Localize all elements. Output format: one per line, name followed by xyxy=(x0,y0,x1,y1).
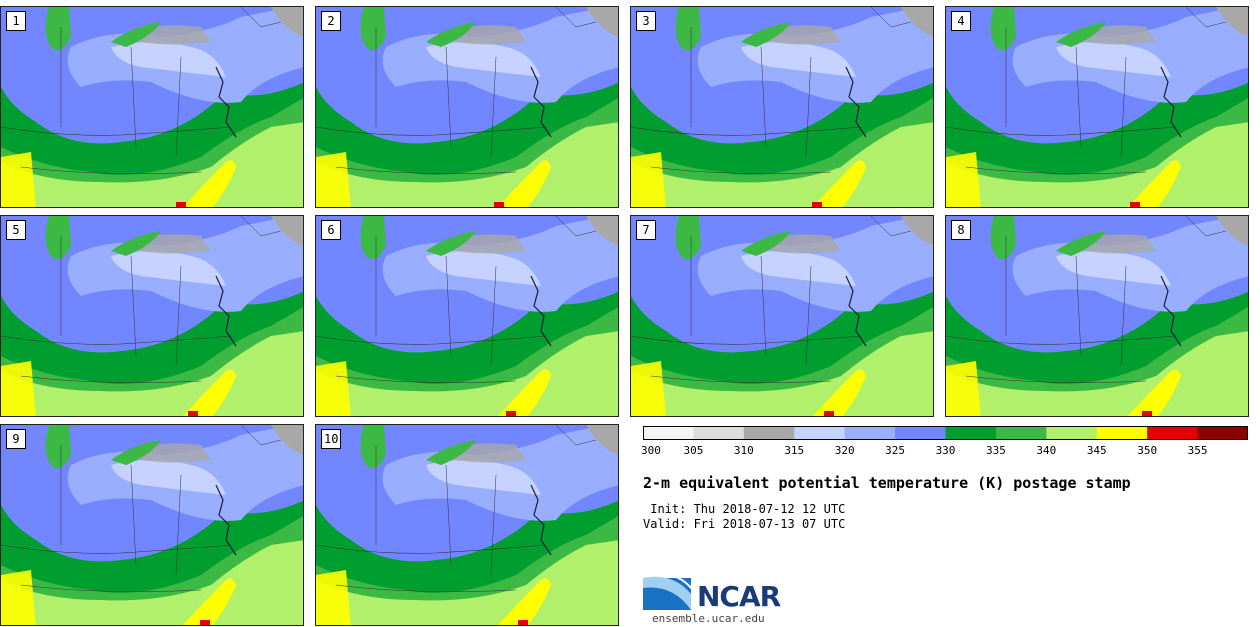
colorbar-swatch xyxy=(995,426,1047,440)
colorbar-tick-label: 330 xyxy=(935,444,956,457)
panel-number-label: 10 xyxy=(321,429,342,449)
weather-map xyxy=(946,216,1248,416)
valid-time: Valid: Fri 2018-07-13 07 UTC xyxy=(643,517,846,531)
postage-stamp-panel: 2 xyxy=(315,6,619,208)
postage-stamp-panel: 10 xyxy=(315,424,619,626)
weather-map xyxy=(631,7,933,207)
colorbar-tick-label: 325 xyxy=(885,444,906,457)
colorbar-swatch xyxy=(945,426,997,440)
colorbar-tick-labels: 300 305 310 315 320 325 330 335 340 345 350 355 xyxy=(641,444,1248,458)
postage-stamp-panel: 7 xyxy=(630,215,934,417)
colorbar-swatch xyxy=(844,426,896,440)
colorbar-swatch xyxy=(643,426,694,440)
panel-number-label: 3 xyxy=(636,11,656,31)
weather-map xyxy=(631,216,933,416)
colorbar-swatch xyxy=(794,426,846,440)
weather-map xyxy=(1,7,303,207)
colorbar-tick-label: 315 xyxy=(784,444,805,457)
colorbar-tick-label: 335 xyxy=(985,444,1006,457)
postage-stamp-panel: 4 xyxy=(945,6,1249,208)
weather-map xyxy=(316,425,618,625)
postage-stamp-panel: 6 xyxy=(315,215,619,417)
panel-number-label: 2 xyxy=(321,11,341,31)
weather-map xyxy=(946,7,1248,207)
colorbar-swatch xyxy=(895,426,946,440)
colorbar-tick-label: 320 xyxy=(834,444,855,457)
panel-number-label: 5 xyxy=(6,220,26,240)
ncar-logo-text: NCAR xyxy=(697,580,781,613)
colorbar-tick-label: 305 xyxy=(683,444,704,457)
postage-stamp-panel: 5 xyxy=(0,215,304,417)
weather-map xyxy=(316,7,618,207)
colorbar-tick-label: 345 xyxy=(1086,444,1107,457)
colorbar-swatch xyxy=(1046,426,1098,440)
weather-map xyxy=(1,425,303,625)
website-url: ensemble.ucar.edu xyxy=(652,612,765,625)
panel-number-label: 8 xyxy=(951,220,971,240)
colorbar-tick-label: 340 xyxy=(1036,444,1057,457)
colorbar-tick-label: 355 xyxy=(1187,444,1208,457)
postage-stamp-panel: 1 xyxy=(0,6,304,208)
colorbar-border xyxy=(643,426,1248,440)
colorbar xyxy=(643,426,1248,440)
panel-number-label: 7 xyxy=(636,220,656,240)
panel-number-label: 6 xyxy=(321,220,341,240)
chart-title: 2-m equivalent potential temperature (K)… xyxy=(643,474,1131,492)
weather-map xyxy=(1,216,303,416)
colorbar-tick-label: 350 xyxy=(1137,444,1158,457)
panel-number-label: 9 xyxy=(6,429,26,449)
colorbar-tick-label: 310 xyxy=(733,444,754,457)
ncar-logo-icon xyxy=(643,571,694,610)
colorbar-tick-label: 300 xyxy=(641,444,661,457)
weather-map xyxy=(316,216,618,416)
postage-stamp-panel: 9 xyxy=(0,424,304,626)
colorbar-swatch xyxy=(693,426,745,440)
colorbar-swatch xyxy=(743,426,795,440)
panel-number-label: 1 xyxy=(6,11,26,31)
colorbar-swatch xyxy=(1197,426,1248,440)
colorbar-swatch xyxy=(1147,426,1199,440)
postage-stamp-panel: 3 xyxy=(630,6,934,208)
panel-number-label: 4 xyxy=(951,11,971,31)
postage-stamp-panel: 8 xyxy=(945,215,1249,417)
init-time: Init: Thu 2018-07-12 12 UTC xyxy=(643,502,846,516)
colorbar-swatch xyxy=(1096,426,1148,440)
